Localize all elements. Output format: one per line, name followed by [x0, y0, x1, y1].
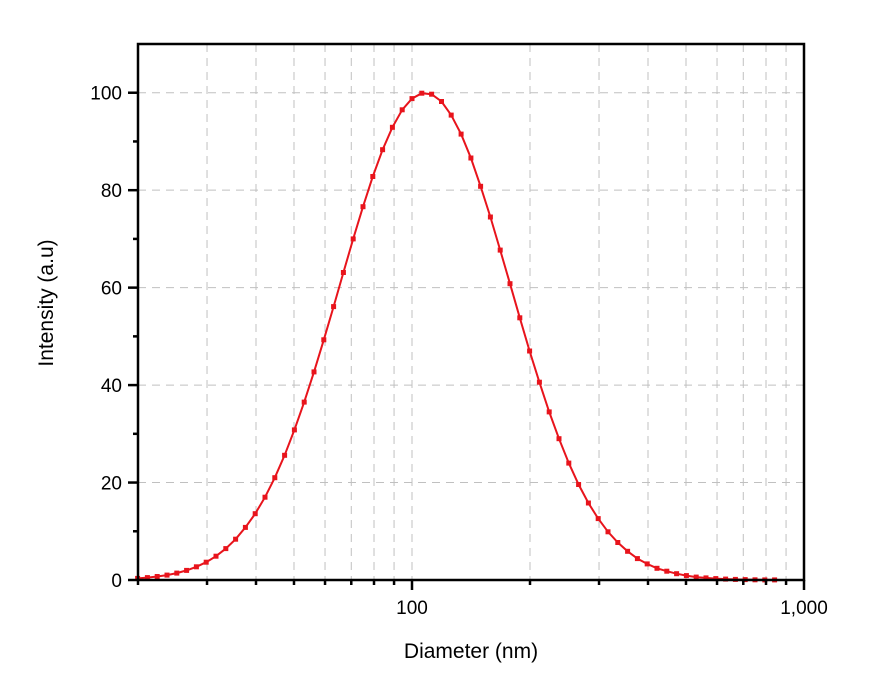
- data-point-marker: [419, 90, 425, 96]
- y-tick-label: 100: [90, 84, 122, 105]
- data-point-marker: [409, 96, 415, 102]
- x-axis-title: Diameter (nm): [404, 640, 538, 663]
- data-point-marker: [223, 546, 229, 552]
- data-point-marker: [664, 568, 670, 574]
- x-tick-label: 1,000: [780, 598, 828, 619]
- gridlines: [138, 44, 804, 580]
- data-point-marker: [527, 348, 533, 354]
- data-point-marker: [399, 107, 405, 113]
- data-point-marker: [693, 574, 699, 580]
- data-point-marker: [252, 511, 258, 517]
- y-tick-label: 40: [101, 376, 122, 397]
- data-point-marker: [546, 409, 552, 415]
- data-point-marker: [164, 572, 170, 578]
- data-point-marker: [654, 565, 660, 571]
- data-point-marker: [370, 174, 376, 179]
- data-point-marker: [184, 567, 190, 573]
- data-point-marker: [233, 536, 239, 542]
- data-point-marker: [595, 516, 601, 522]
- data-point-marker: [203, 559, 209, 565]
- data-point-marker: [517, 315, 523, 321]
- data-point-marker: [340, 270, 346, 275]
- data-point-marker: [566, 460, 572, 466]
- data-point-marker: [703, 575, 709, 581]
- data-point-marker: [301, 399, 307, 405]
- data-point-marker: [174, 570, 180, 576]
- data-point-marker: [350, 236, 356, 242]
- data-point-marker: [468, 155, 474, 161]
- data-point-marker: [458, 131, 464, 137]
- data-point-marker: [144, 575, 150, 581]
- y-tick-label: 20: [101, 474, 122, 495]
- series-line: [137, 92, 775, 581]
- data-point-marker: [291, 427, 297, 433]
- data-point-marker: [272, 475, 278, 481]
- data-series-intensity: [135, 90, 778, 583]
- data-point-marker: [585, 500, 591, 506]
- data-point-marker: [154, 574, 160, 579]
- y-axis-tick-labels: 0 20 40 60 80 100: [90, 84, 122, 592]
- data-point-marker: [605, 529, 611, 535]
- data-point-marker: [478, 183, 484, 189]
- data-point-marker: [380, 147, 386, 153]
- data-point-marker: [213, 553, 219, 559]
- data-point-marker: [429, 91, 435, 97]
- data-point-marker: [389, 124, 395, 130]
- data-point-marker: [262, 494, 268, 500]
- y-tick-label: 80: [101, 181, 122, 202]
- data-point-marker: [615, 540, 621, 545]
- data-point-marker: [497, 247, 503, 253]
- data-point-marker: [644, 561, 650, 567]
- data-point-marker: [625, 548, 631, 554]
- data-point-marker: [282, 452, 288, 458]
- data-point-marker: [331, 304, 337, 310]
- data-point-marker: [713, 576, 719, 582]
- data-point-marker: [321, 337, 327, 343]
- axis-ticks: [128, 91, 806, 590]
- y-tick-label: 60: [101, 279, 122, 300]
- data-point-marker: [683, 573, 689, 579]
- data-point-marker: [242, 524, 248, 530]
- data-point-marker: [634, 556, 640, 562]
- data-point-marker: [193, 564, 199, 570]
- data-point-marker: [448, 112, 454, 118]
- data-point-marker: [674, 571, 680, 577]
- data-point-marker: [536, 379, 542, 385]
- data-point-marker: [360, 204, 366, 210]
- data-point-marker: [487, 214, 493, 220]
- x-axis-tick-labels: 100 1,000: [396, 598, 828, 619]
- data-point-marker: [576, 482, 582, 487]
- x-tick-label: 100: [396, 598, 428, 619]
- data-point-marker: [311, 369, 317, 375]
- data-point-marker: [439, 99, 444, 104]
- data-point-marker: [507, 281, 513, 287]
- data-point-marker: [556, 436, 562, 442]
- y-axis-title: Intensity (a.u): [35, 239, 58, 366]
- plot-frame: [136, 42, 806, 582]
- y-tick-label: 0: [111, 571, 122, 592]
